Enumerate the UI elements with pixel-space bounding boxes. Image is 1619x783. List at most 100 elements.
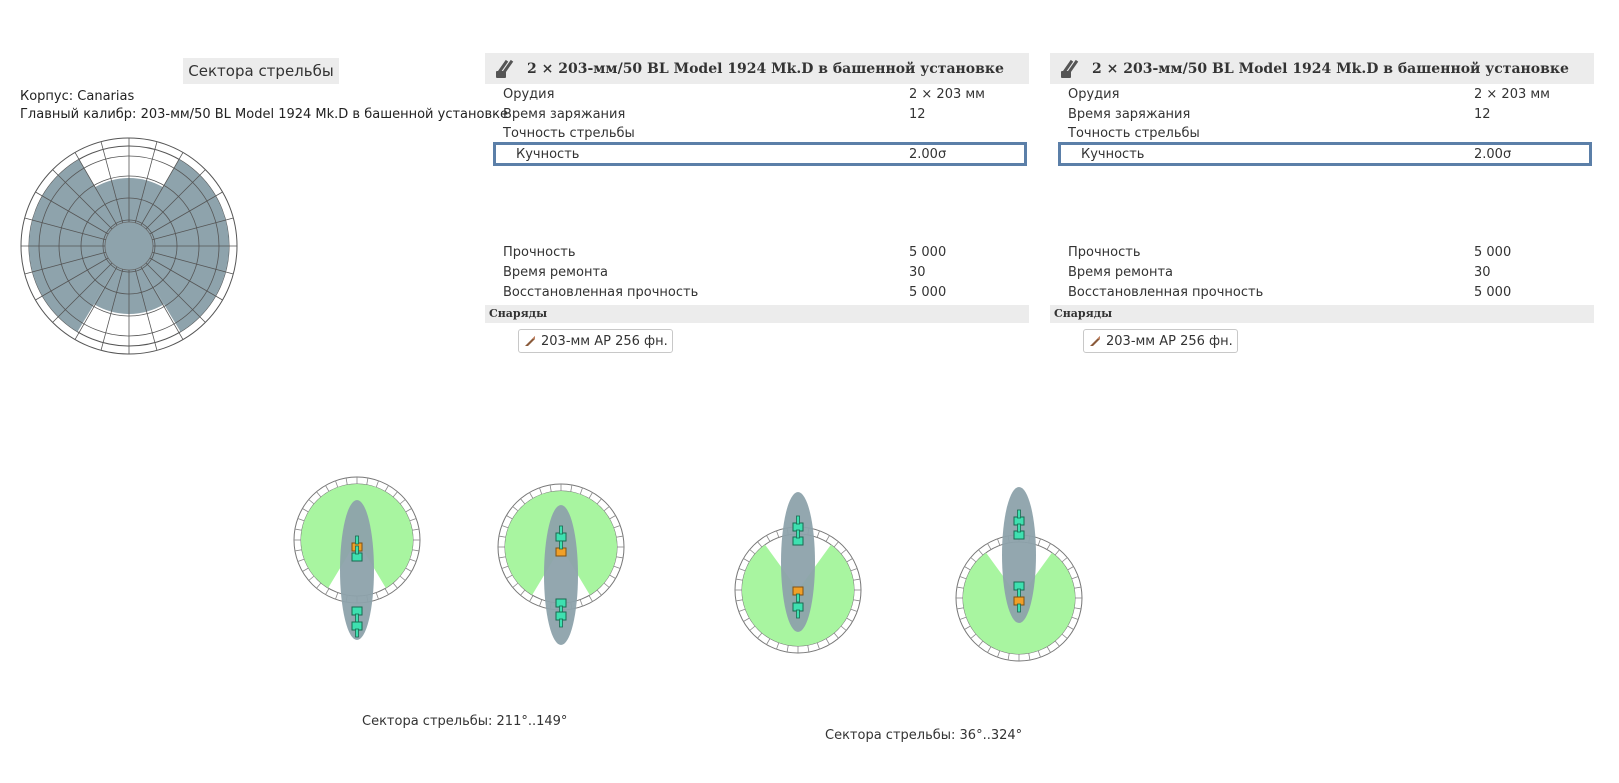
arc-tick [399, 499, 406, 505]
restored-label: Восстановленная прочность [503, 285, 699, 300]
arc-tick [409, 518, 417, 522]
arc-tick [325, 485, 330, 492]
arc-tick [335, 592, 339, 600]
arc-tick [539, 487, 543, 495]
arc-tick [375, 592, 379, 600]
arc-tick [846, 558, 853, 563]
arc-tick [956, 607, 964, 610]
arc-tick [807, 645, 810, 653]
arc-tick [757, 541, 763, 548]
hp-value: 5 000 [909, 245, 947, 260]
arc-tick [786, 645, 789, 653]
polar-spoke [152, 251, 234, 275]
repair-label: Время ремонта [1068, 265, 1173, 280]
arc-tick [766, 535, 771, 542]
arc-tick [366, 477, 369, 485]
arc-tick [498, 556, 506, 559]
arc-tick [997, 538, 1001, 546]
arc-tick [512, 506, 519, 512]
polar-spoke [140, 266, 184, 340]
polar-spoke [140, 152, 184, 226]
arc-tick [392, 491, 398, 498]
panel-header: 2 × 203-мм/50 BL Model 1924 Mk.D в башен… [1050, 53, 1594, 84]
ship-hull [781, 492, 815, 632]
shell-button[interactable]: 203-мм АР 256 фн. [1083, 329, 1238, 353]
arc-tick [959, 616, 967, 620]
arc-tick [1067, 566, 1074, 571]
main-caliber-line: Главный калибр: 203-мм/50 BL Model 1924 … [20, 107, 508, 122]
arc-tick [840, 625, 847, 631]
firing-sector-polar-chart [20, 137, 238, 355]
arc-tick [520, 498, 526, 505]
arc-tick [970, 557, 977, 563]
arc-tick [405, 567, 412, 572]
arc-tick [1028, 653, 1031, 661]
arc-tick [506, 574, 513, 579]
arc-tick [405, 508, 412, 513]
arc-tick [825, 535, 830, 542]
restored-label: Восстановленная прочность [1068, 285, 1264, 300]
arc-tick [743, 558, 750, 563]
arc-tick [987, 646, 992, 653]
arc-tick [840, 549, 847, 555]
arc-tick [749, 625, 756, 631]
arc-tick [1071, 576, 1079, 580]
arc-tick [316, 582, 322, 589]
arc-tick [613, 525, 621, 529]
arc-tick [539, 599, 543, 607]
arc-tick [579, 599, 583, 607]
arc-tick [846, 617, 853, 622]
arc-tick [776, 642, 780, 650]
arc-tick [570, 484, 573, 492]
arc-tick [501, 525, 509, 529]
turret-gun-icon [1061, 59, 1079, 78]
shell-button[interactable]: 203-мм АР 256 фн. [518, 329, 673, 353]
arc-tick [1074, 607, 1082, 610]
arc-tick [1054, 640, 1060, 647]
hp-value: 5 000 [1474, 245, 1512, 260]
arc-tick [959, 576, 967, 580]
arc-tick [498, 535, 506, 538]
arc-tick [302, 567, 309, 572]
arc-tick [345, 477, 348, 485]
arc-tick [297, 558, 305, 562]
dispersion-label: Кучность [1081, 147, 1145, 162]
polar-spoke [145, 262, 206, 323]
panel-header: 2 × 203-мм/50 BL Model 1924 Mk.D в башен… [485, 53, 1029, 84]
dispersion-value: 2.00σ [909, 147, 947, 162]
arc-tick [766, 638, 771, 645]
arc-tick [616, 556, 624, 559]
ship-hull [544, 505, 578, 645]
arc-tick [316, 491, 322, 498]
restored-value: 5 000 [1474, 285, 1512, 300]
guns-label: Орудия [1068, 87, 1120, 102]
polar-spoke [24, 251, 106, 275]
guns-value: 2 × 203 мм [909, 87, 985, 102]
ship-hull [1002, 487, 1036, 623]
polar-spoke [74, 266, 118, 340]
arc-tick [297, 518, 305, 522]
arc-tick [816, 530, 820, 538]
arc-tick [384, 588, 389, 595]
reload-value: 12 [1474, 107, 1491, 122]
repair-label: Время ремонта [503, 265, 608, 280]
arc-tick [738, 608, 746, 612]
dispersion-value: 2.00σ [1474, 147, 1512, 162]
arc-tick [970, 633, 977, 639]
polar-spoke [52, 169, 113, 230]
shell-icon [1090, 336, 1100, 346]
arc-tick [512, 582, 519, 588]
shell-name: 203-мм АР 256 фн. [541, 333, 668, 349]
arc-tick [850, 608, 858, 612]
dispersion-highlight: Кучность 2.00σ [1058, 142, 1592, 166]
dispersion-label: Кучность [516, 147, 580, 162]
arc-tick [399, 575, 406, 581]
arc-tick [997, 650, 1001, 658]
arc-tick [1037, 538, 1041, 546]
repair-value: 30 [909, 265, 926, 280]
arc-tick [743, 617, 750, 622]
arc-tick [978, 640, 984, 647]
reload-label: Время заряжания [1068, 107, 1191, 122]
polar-spoke [100, 269, 124, 351]
turret-gun-icon [496, 59, 514, 78]
